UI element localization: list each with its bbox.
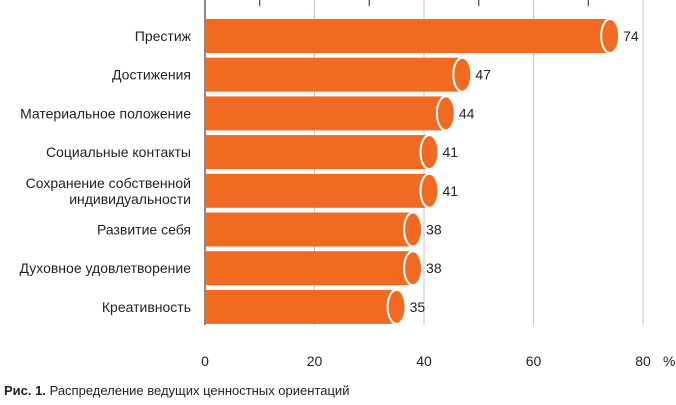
value-label-7: 38 — [426, 260, 442, 276]
value-label-8: 35 — [410, 299, 426, 315]
category-label-3: Материальное положение — [20, 105, 191, 121]
value-label-3: 44 — [459, 105, 475, 121]
bar-cap-2 — [452, 56, 473, 93]
category-label-8: Креативность — [102, 299, 191, 315]
figure-caption: Рис. 1. Распределение ведущих ценностных… — [4, 383, 349, 398]
x-unit-label: % — [663, 353, 675, 369]
value-label-5: 41 — [442, 183, 458, 199]
bar-cap-8 — [386, 288, 407, 325]
bar-4 — [205, 135, 430, 170]
bar-chart: 74 Престиж 47 Достижения 44 Материальное поло… — [19, 0, 675, 369]
bar-cap-6 — [403, 211, 424, 248]
caption-text: Распределение ведущих ценностных ориента… — [45, 383, 350, 398]
bar-2 — [205, 57, 463, 92]
value-label-6: 38 — [426, 222, 442, 238]
category-label-4: Социальные контакты — [46, 144, 191, 160]
category-label-1: Престиж — [135, 28, 192, 44]
x-tick-label-80: 80 — [635, 353, 651, 369]
category-label-5-line-1: Сохранение собственной — [26, 175, 191, 191]
x-tick-label-20: 20 — [307, 353, 323, 369]
bar-3 — [205, 96, 446, 131]
value-label-1: 74 — [623, 28, 639, 44]
value-label-4: 41 — [442, 144, 458, 160]
category-label-5-line-2: индивидуальности — [69, 191, 191, 207]
bar-5 — [205, 173, 430, 208]
category-label-2: Достижения — [112, 67, 191, 83]
bar-cap-1 — [600, 18, 621, 54]
x-tick-label-40: 40 — [416, 353, 432, 369]
bar-cap-7 — [403, 250, 424, 287]
bar-cap-3 — [435, 95, 456, 132]
category-label-7: Духовное удовлетворение — [19, 260, 191, 276]
x-tick-label-60: 60 — [526, 353, 542, 369]
bar-cap-5 — [419, 172, 440, 209]
caption-prefix: Рис. 1. — [4, 383, 46, 398]
category-label-6: Развитие себя — [97, 222, 191, 238]
bar-6 — [205, 212, 414, 247]
bar-cap-4 — [419, 134, 440, 171]
bar-1 — [205, 19, 611, 53]
value-label-2: 47 — [475, 67, 491, 83]
bar-8 — [205, 289, 397, 324]
bar-7 — [205, 251, 414, 286]
x-tick-label-0: 0 — [201, 353, 209, 369]
